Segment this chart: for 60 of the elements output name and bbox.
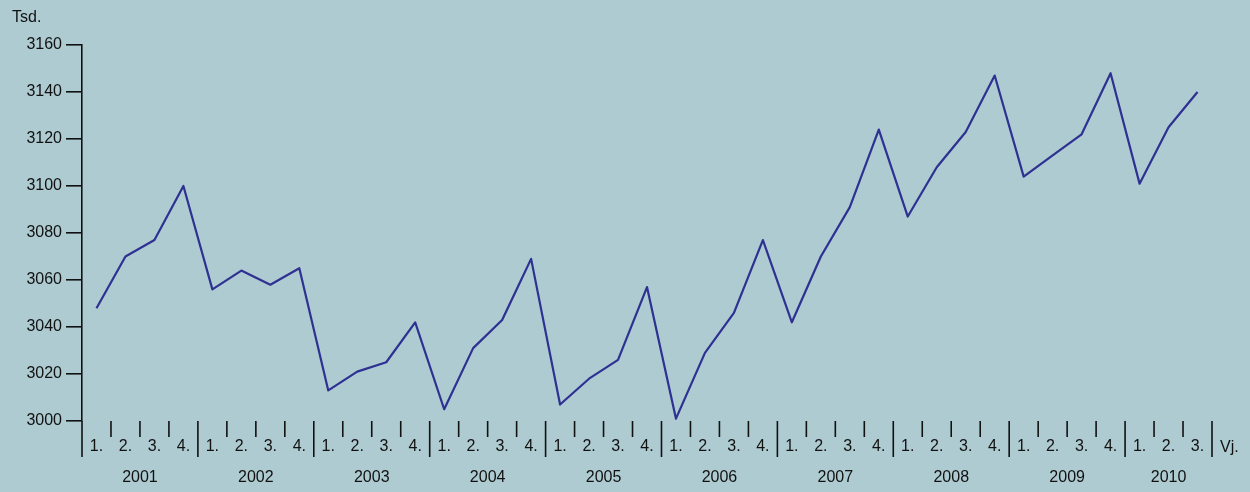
x-tick-label: 3. (495, 437, 509, 455)
x-axis-title: Vj. (1220, 438, 1239, 456)
x-tick-label: 3. (379, 437, 393, 455)
x-tick-label: 3. (727, 437, 741, 455)
x-tick-label: 3. (611, 437, 625, 455)
x-tick-label: 3. (1074, 437, 1089, 455)
y-axis-title: Tsd. (12, 8, 42, 26)
x-tick-label: 2. (1161, 437, 1176, 455)
x-tick-label: 4. (176, 437, 191, 455)
x-tick-label: 4. (524, 437, 538, 455)
x-tick-label: 2. (350, 437, 364, 455)
text: 2003 (353, 468, 390, 486)
y-tick-label: 3100 (26, 176, 63, 194)
x-tick-label: 1. (89, 437, 104, 455)
text: 2010 (1150, 468, 1187, 486)
x-tick-label: 4. (1103, 437, 1118, 455)
x-tick-label: 2. (118, 437, 133, 455)
text: 2002 (238, 468, 274, 486)
text: 2009 (1049, 468, 1086, 486)
x-tick-label: 1. (553, 437, 567, 455)
x-tick-label: 1. (437, 437, 451, 455)
x-tick-label: 1. (1016, 437, 1031, 455)
x-tick-label: 2. (814, 437, 828, 455)
x-tick-label: 1. (785, 437, 799, 455)
x-tick-label: 4. (640, 437, 654, 455)
y-tick-label: 3040 (26, 317, 63, 335)
x-tick-label: 1. (1132, 437, 1147, 455)
x-tick-label: 1. (205, 437, 220, 455)
x-tick-label: 3. (959, 437, 973, 455)
x-tick-label: 2. (582, 437, 596, 455)
x-tick-label: 4. (408, 437, 422, 455)
x-tick-label: 2. (1045, 437, 1060, 455)
text: 2005 (585, 468, 622, 486)
y-tick-label: 3080 (26, 223, 63, 241)
x-tick-label: 2. (234, 437, 249, 455)
x-tick-label: 4. (292, 437, 306, 455)
y-tick-label: 3060 (26, 270, 63, 288)
text: 2004 (469, 468, 506, 486)
text: 2001 (122, 468, 158, 486)
text: 2006 (701, 468, 738, 486)
y-tick-label: 3140 (26, 82, 63, 100)
x-tick-label: 1. (901, 437, 915, 455)
y-tick-label: 3000 (26, 411, 63, 429)
y-tick-label: 3020 (26, 364, 63, 382)
x-tick-label: 1. (321, 437, 335, 455)
x-tick-label: 3. (147, 437, 162, 455)
x-tick-label: 3. (263, 437, 278, 455)
x-tick-label: 4. (872, 437, 886, 455)
text: 2008 (933, 468, 970, 486)
x-tick-label: 4. (756, 437, 770, 455)
x-tick-label: 1. (669, 437, 683, 455)
x-tick-label: 2. (930, 437, 944, 455)
y-tick-label: 3120 (26, 129, 63, 147)
x-tick-label: 3. (1190, 437, 1205, 455)
text: 2007 (817, 468, 854, 486)
x-tick-label: 2. (466, 437, 480, 455)
x-tick-label: 2. (698, 437, 712, 455)
x-tick-label: 3. (843, 437, 857, 455)
x-tick-label: 4. (988, 437, 1002, 455)
y-tick-label: 3160 (26, 35, 63, 53)
